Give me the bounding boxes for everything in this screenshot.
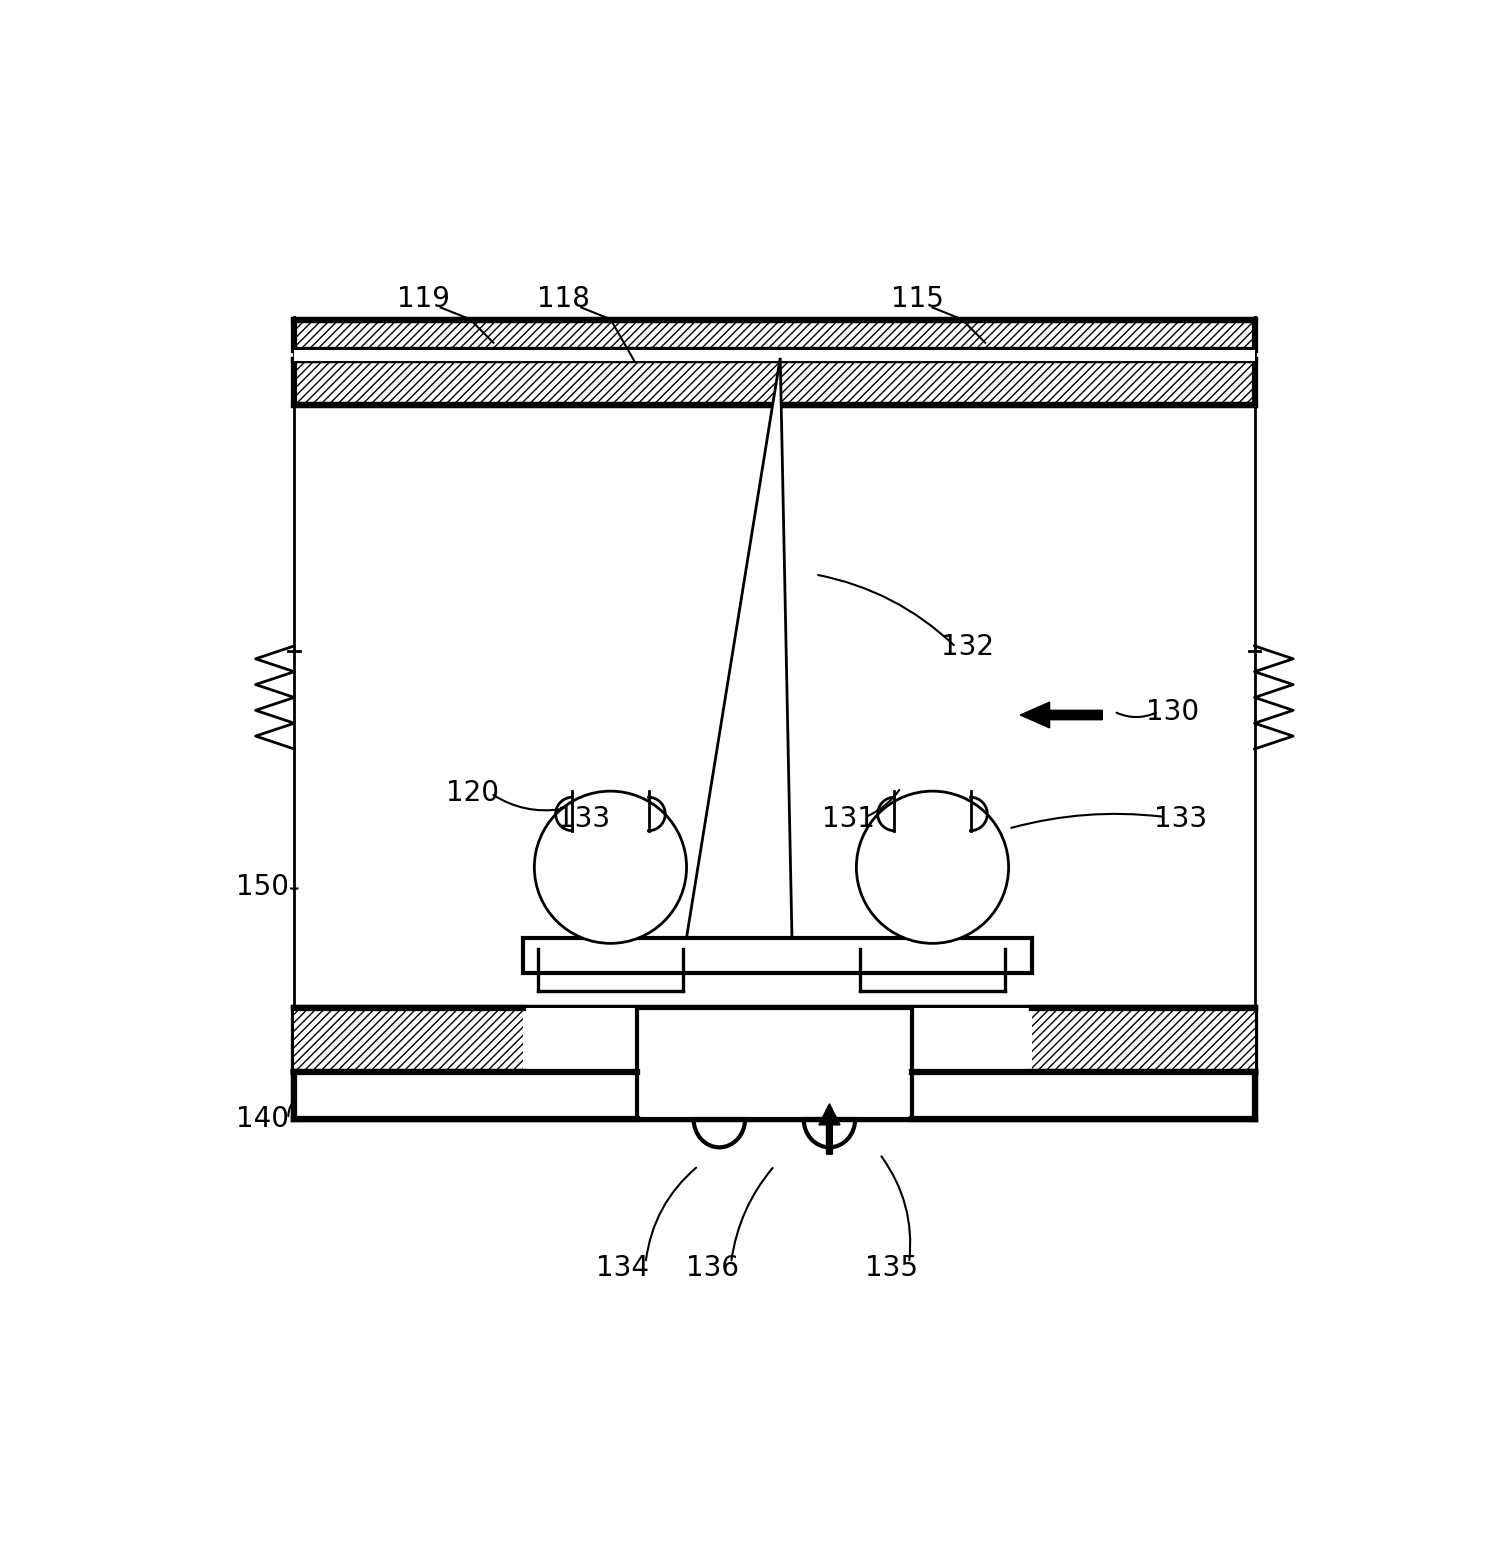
Bar — [295, 320, 1254, 350]
Bar — [636, 1008, 913, 1120]
Circle shape — [857, 791, 1009, 944]
FancyArrow shape — [1020, 703, 1103, 728]
Bar — [913, 1073, 1254, 1120]
Text: 134: 134 — [595, 1253, 648, 1281]
Bar — [295, 1008, 523, 1073]
Polygon shape — [686, 358, 792, 938]
Text: 133: 133 — [1154, 805, 1207, 833]
Bar — [295, 404, 1254, 1008]
Bar — [523, 1008, 1032, 1073]
Text: 131: 131 — [822, 805, 875, 833]
Bar — [295, 1073, 636, 1120]
Text: 150: 150 — [236, 874, 289, 902]
Bar — [295, 350, 1254, 361]
Text: 135: 135 — [864, 1253, 919, 1281]
Bar — [636, 1073, 913, 1120]
Bar — [636, 1008, 913, 1073]
Text: 118: 118 — [538, 285, 589, 313]
Bar — [295, 1008, 1254, 1073]
Bar — [1032, 1008, 1254, 1073]
Text: 115: 115 — [891, 285, 944, 313]
Text: 130: 130 — [1145, 698, 1200, 726]
Text: 140: 140 — [236, 1106, 289, 1134]
Text: 120: 120 — [446, 779, 499, 807]
Circle shape — [535, 791, 686, 944]
Bar — [295, 361, 1254, 404]
FancyArrow shape — [819, 1104, 840, 1154]
Text: 136: 136 — [686, 1253, 739, 1281]
Text: 119: 119 — [396, 285, 450, 313]
Bar — [523, 938, 1032, 972]
Text: 132: 132 — [941, 633, 994, 661]
Text: 133: 133 — [558, 805, 610, 833]
Bar — [295, 1073, 1254, 1120]
